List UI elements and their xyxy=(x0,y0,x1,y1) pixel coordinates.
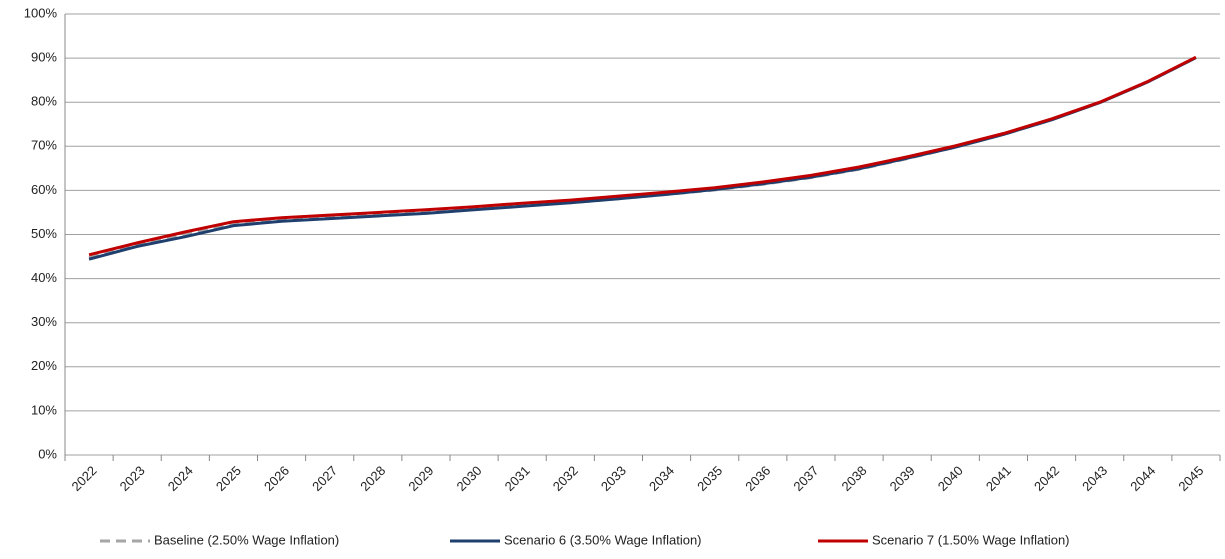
x-tick-label: 2022 xyxy=(69,463,100,494)
x-tick-label: 2044 xyxy=(1127,463,1158,494)
y-tick-label: 50% xyxy=(31,226,57,241)
y-tick-label: 60% xyxy=(31,182,57,197)
y-tick-label: 0% xyxy=(38,446,57,461)
series-line xyxy=(88,56,1197,259)
y-tick-label: 30% xyxy=(31,314,57,329)
x-tick-label: 2040 xyxy=(935,463,966,494)
y-tick-label: 40% xyxy=(31,270,57,285)
y-tick-label: 20% xyxy=(31,358,57,373)
x-tick-label: 2028 xyxy=(357,463,388,494)
x-tick-label: 2031 xyxy=(502,463,533,494)
x-tick-label: 2033 xyxy=(598,463,629,494)
y-tick-label: 70% xyxy=(31,138,57,153)
x-tick-label: 2042 xyxy=(1031,463,1062,494)
x-tick-label: 2030 xyxy=(454,463,485,494)
x-tick-label: 2025 xyxy=(213,463,244,494)
x-tick-label: 2024 xyxy=(165,463,196,494)
x-tick-label: 2026 xyxy=(261,463,292,494)
x-tick-label: 2035 xyxy=(694,463,725,494)
y-tick-label: 10% xyxy=(31,402,57,417)
x-tick-label: 2037 xyxy=(790,463,821,494)
x-tick-label: 2041 xyxy=(983,463,1014,494)
x-tick-label: 2027 xyxy=(309,463,340,494)
legend-label: Scenario 6 (3.50% Wage Inflation) xyxy=(504,532,702,547)
x-tick-label: 2032 xyxy=(550,463,581,494)
y-tick-label: 90% xyxy=(31,50,57,65)
y-tick-label: 100% xyxy=(24,5,58,20)
y-tick-label: 80% xyxy=(31,94,57,109)
series-line xyxy=(88,55,1197,257)
x-tick-label: 2043 xyxy=(1079,463,1110,494)
series-line xyxy=(88,56,1197,261)
x-tick-label: 2038 xyxy=(839,463,870,494)
x-tick-label: 2045 xyxy=(1175,463,1206,494)
x-tick-label: 2036 xyxy=(742,463,773,494)
x-tick-label: 2039 xyxy=(887,463,918,494)
legend-label: Baseline (2.50% Wage Inflation) xyxy=(154,532,339,547)
x-tick-label: 2023 xyxy=(117,463,148,494)
x-tick-label: 2034 xyxy=(646,463,677,494)
legend-label: Scenario 7 (1.50% Wage Inflation) xyxy=(872,532,1070,547)
x-tick-label: 2029 xyxy=(405,463,436,494)
